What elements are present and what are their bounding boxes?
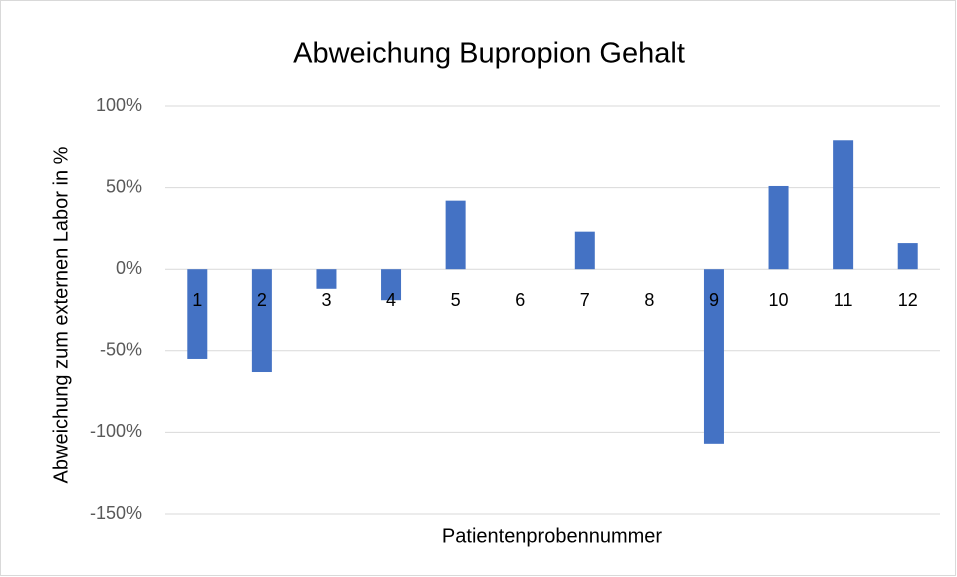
bar (187, 269, 208, 359)
x-axis-label: Patientenprobennummer (442, 525, 662, 547)
x-tick-label: 8 (644, 290, 654, 310)
bar (768, 185, 789, 270)
bar (251, 269, 272, 373)
y-tick-label: -50% (100, 340, 142, 360)
x-tick-label: 3 (321, 290, 331, 310)
bar (897, 243, 918, 270)
x-tick-label: 5 (451, 290, 461, 310)
x-tick-label: 12 (898, 290, 918, 310)
bar (574, 231, 595, 270)
x-tick-label: 6 (515, 290, 525, 310)
y-axis-label: Abweichung zum externen Labor in % (50, 146, 72, 483)
y-tick-label: 50% (106, 176, 142, 196)
bar (703, 269, 724, 444)
x-tick-label: 7 (580, 290, 590, 310)
bar (316, 269, 337, 289)
y-tick-label: 0% (116, 258, 142, 278)
x-tick-label: 9 (709, 290, 719, 310)
x-tick-label: 1 (192, 290, 202, 310)
chart-title: Abweichung Bupropion Gehalt (293, 38, 685, 70)
x-tick-label: 11 (834, 290, 853, 310)
x-tick-label: 2 (257, 290, 267, 310)
y-tick-label: -100% (90, 421, 142, 441)
y-tick-label: 100% (96, 95, 142, 115)
bar (381, 269, 402, 301)
x-tick-label: 10 (769, 290, 789, 310)
x-tick-label: 4 (386, 290, 396, 310)
y-tick-label: -150% (90, 503, 142, 523)
bar (445, 200, 466, 270)
bar (833, 140, 854, 270)
